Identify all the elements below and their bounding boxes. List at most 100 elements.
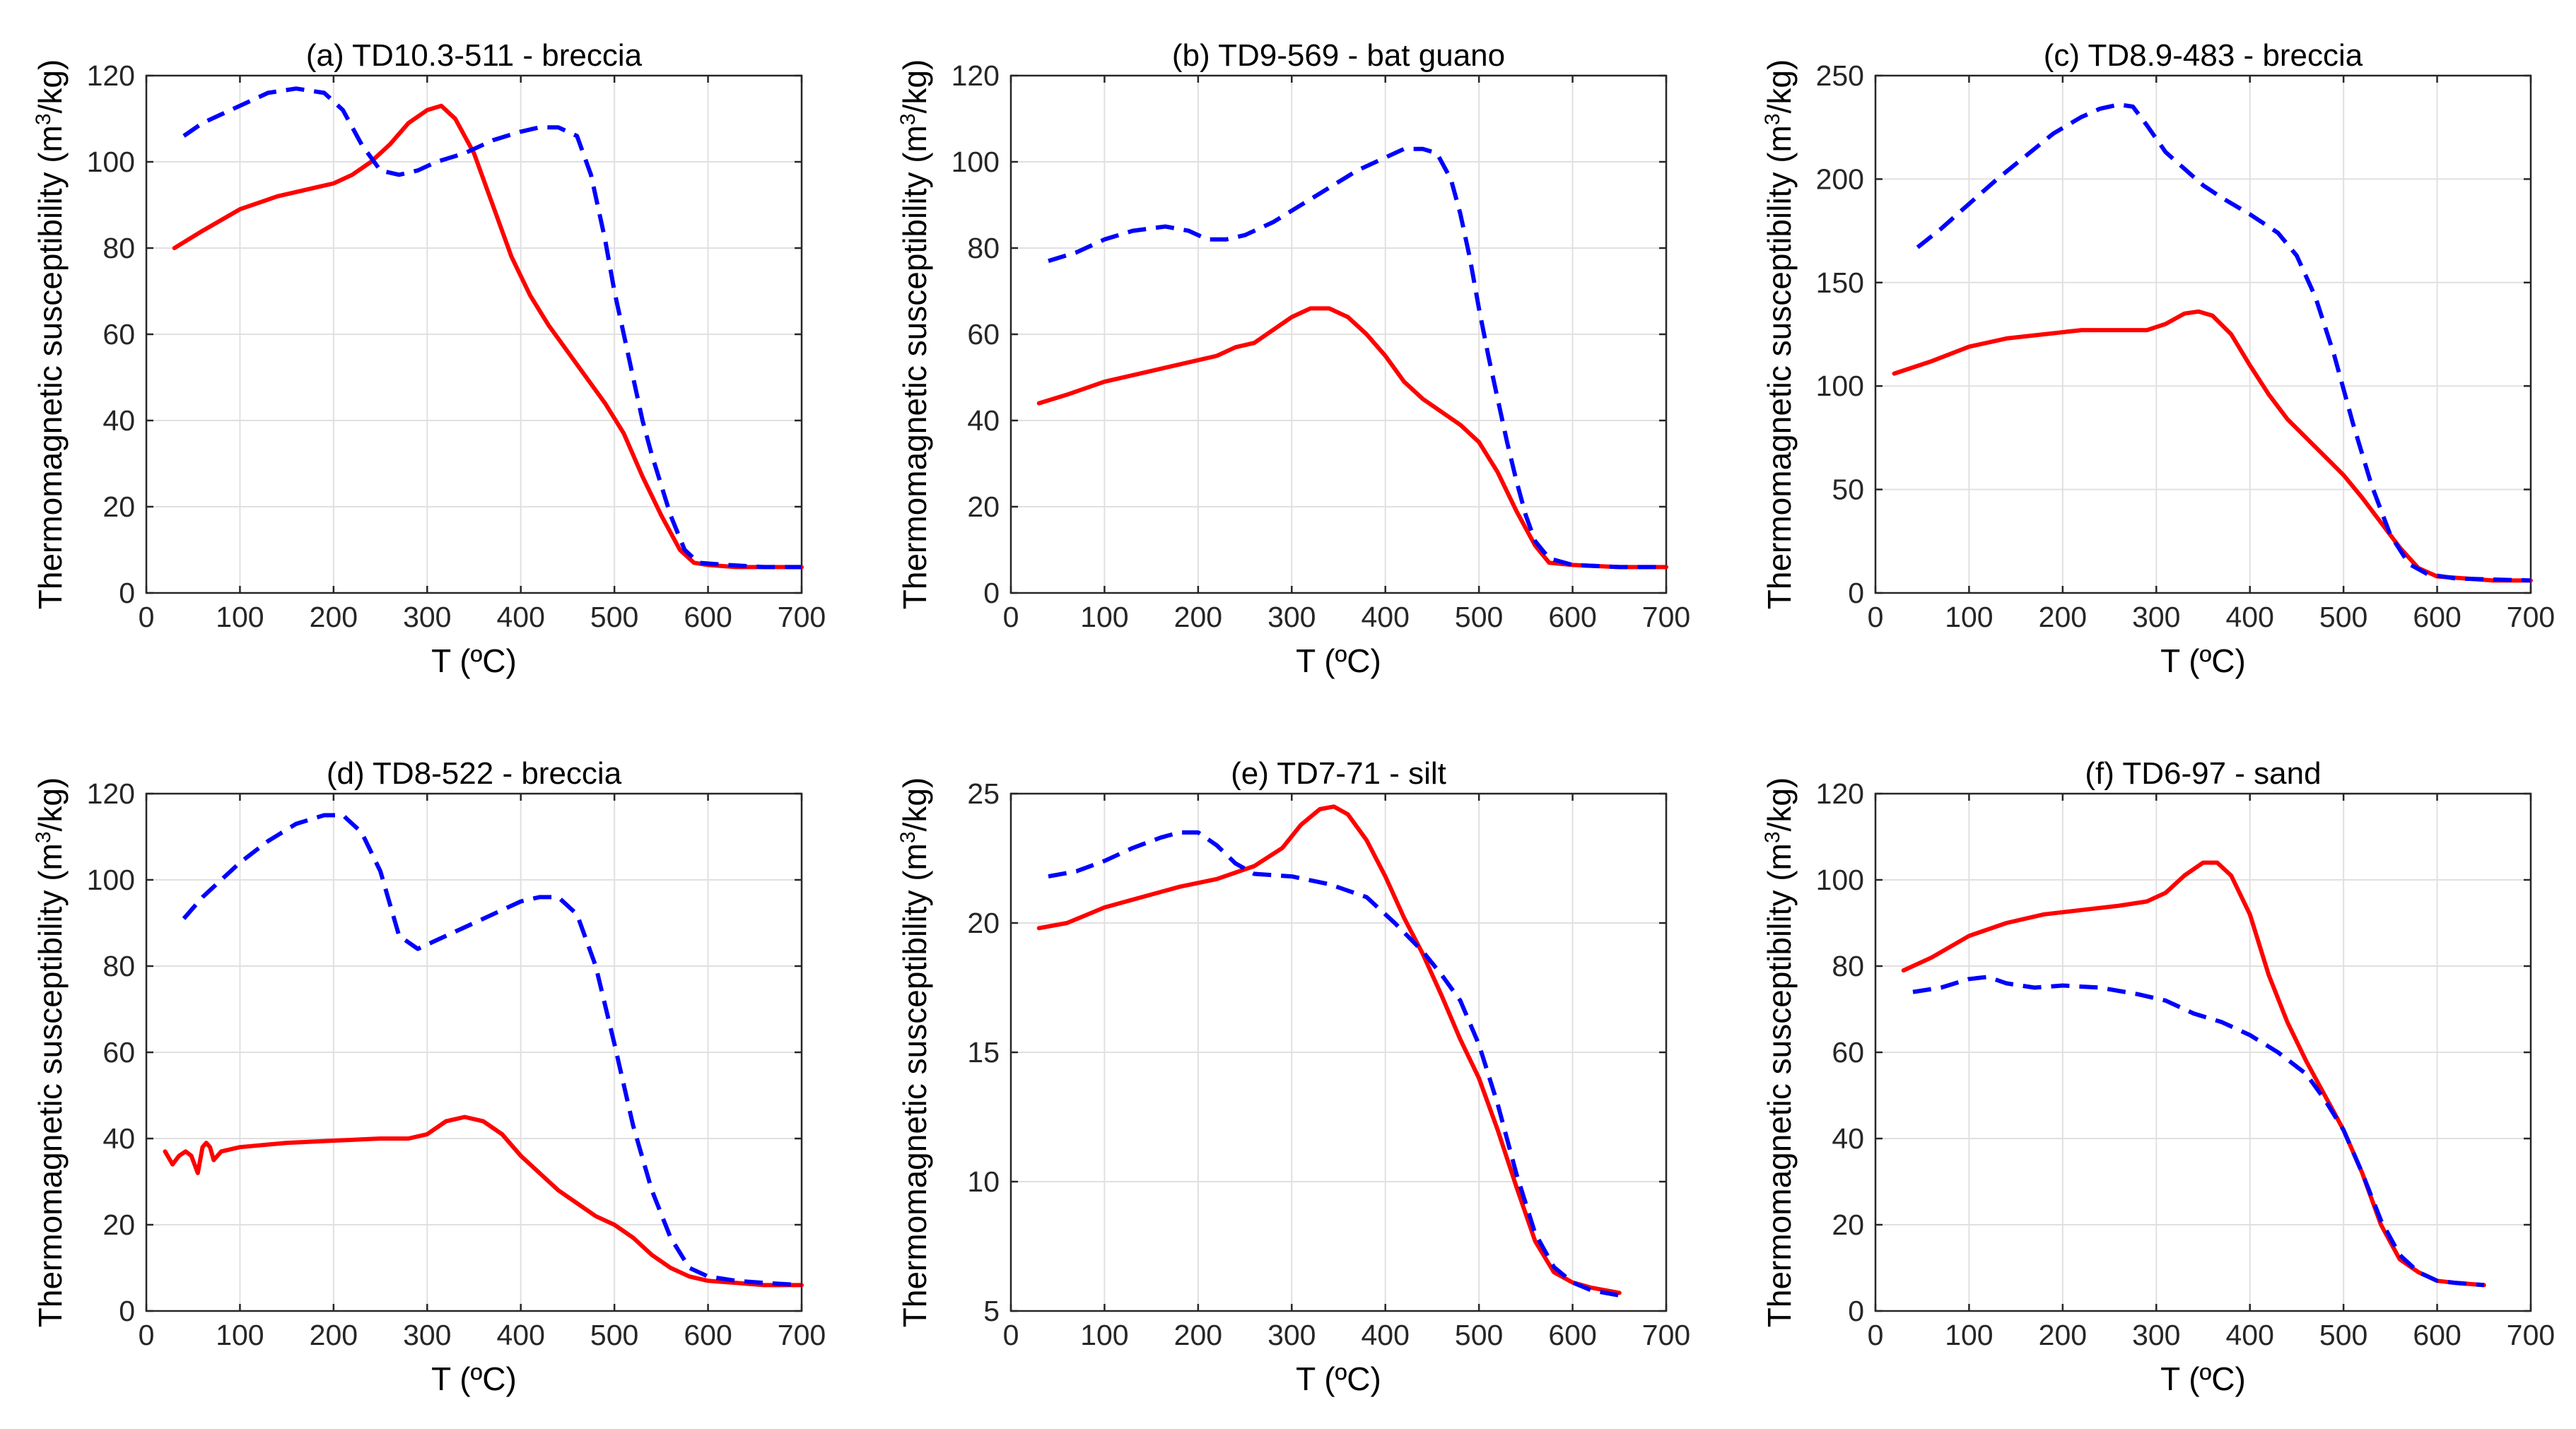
y-tick-label: 20 (103, 1209, 135, 1241)
series-heating-line (172, 103, 804, 570)
x-tick-label: 100 (1945, 1319, 1993, 1351)
x-axis-label: T (ºC) (1296, 1360, 1381, 1397)
chart-panel-c: 0 100 200 300 400 500 600 700 0 50 100 150 200 250 (c)… (1761, 38, 2555, 679)
x-tick-label: 300 (403, 1319, 451, 1351)
y-tick-label: 20 (967, 490, 1000, 523)
x-tick-label: 500 (1455, 1319, 1503, 1351)
x-tick-label: 200 (310, 1319, 358, 1351)
x-axis-label: T (ºC) (431, 1360, 517, 1397)
series-cooling-line (182, 86, 802, 570)
x-axis-label: T (ºC) (2160, 1360, 2246, 1397)
y-tick-label: 60 (103, 318, 135, 351)
series-cooling-line (182, 813, 802, 1288)
x-tick-label: 100 (1945, 601, 1993, 633)
x-tick-label: 600 (2413, 1319, 2461, 1351)
x-tick-label: 500 (590, 1319, 638, 1351)
chart-panel-e: 0 100 200 300 400 500 600 700 5 10 15 20 25 (e) TD7-7… (896, 756, 1690, 1397)
series-heating-line (1901, 860, 2486, 1288)
y-axis-label-superscript: 3 (32, 113, 55, 125)
y-tick-label: 0 (1848, 577, 1864, 609)
x-tick-label: 200 (2039, 1319, 2087, 1351)
x-tick-label: 100 (216, 601, 264, 633)
chart-title: (e) TD7-71 - silt (1231, 756, 1446, 791)
y-tick-label: 0 (1848, 1295, 1864, 1327)
y-tick-label: 80 (967, 232, 1000, 264)
x-tick-label: 700 (778, 601, 826, 633)
y-tick-label: 20 (967, 907, 1000, 939)
y-tick-label: 120 (952, 59, 1000, 92)
y-axis-label-text: Thermomagnetic susceptibility (m (32, 125, 69, 609)
x-tick-label: 600 (1548, 601, 1596, 633)
x-tick-label: 700 (2507, 601, 2555, 633)
y-axis-label-superscript: 3 (896, 113, 920, 125)
y-tick-label: 0 (119, 1295, 135, 1327)
x-tick-label: 300 (2132, 1319, 2180, 1351)
x-tick-label: 700 (1642, 1319, 1690, 1351)
y-tick-label: 200 (1816, 163, 1864, 195)
x-tick-label: 100 (216, 1319, 264, 1351)
y-axis-label: Thermomagnetic susceptibility (m3/kg) (896, 59, 933, 609)
chart-title: (b) TD9-569 - bat guano (1172, 38, 1505, 73)
y-axis-label-superscript: 3 (896, 831, 920, 843)
x-tick-label: 200 (1174, 601, 1222, 633)
y-axis-label-text: Thermomagnetic susceptibility (m (896, 125, 933, 609)
x-tick-label: 300 (1267, 1319, 1316, 1351)
y-tick-label: 60 (967, 318, 1000, 351)
y-tick-label: 120 (87, 59, 135, 92)
x-tick-label: 0 (139, 1319, 155, 1351)
x-tick-label: 400 (497, 601, 545, 633)
chart-panel-f: 0 100 200 300 400 500 600 700 0 20 40 60 80 100 120 (f)… (1761, 756, 2555, 1397)
y-tick-label: 120 (87, 777, 135, 810)
y-tick-label: 15 (967, 1036, 1000, 1069)
y-axis-label: Thermomagnetic susceptibility (m3/kg) (1761, 777, 1798, 1327)
y-tick-label: 40 (967, 404, 1000, 437)
y-tick-label: 100 (87, 864, 135, 896)
y-tick-label: 100 (952, 146, 1000, 178)
x-tick-label: 0 (1868, 601, 1884, 633)
y-tick-label: 5 (983, 1295, 1000, 1327)
x-tick-label: 0 (1003, 1319, 1019, 1351)
y-tick-label: 0 (983, 577, 1000, 609)
y-tick-label: 40 (103, 404, 135, 437)
y-axis-label: Thermomagnetic susceptibility (m3/kg) (32, 777, 69, 1327)
x-tick-label: 200 (1174, 1319, 1222, 1351)
x-axis-label: T (ºC) (1296, 642, 1381, 679)
y-tick-label: 250 (1816, 59, 1864, 92)
y-tick-label: 60 (1832, 1036, 1864, 1069)
x-tick-label: 600 (684, 601, 732, 633)
axes-box (1874, 74, 2532, 594)
x-tick-label: 700 (2507, 1319, 2555, 1351)
series-heating-line (1892, 309, 2533, 583)
x-tick-label: 400 (497, 1319, 545, 1351)
x-tick-label: 400 (1362, 1319, 1410, 1351)
series-heating-line (1036, 804, 1622, 1295)
y-tick-label: 10 (967, 1165, 1000, 1198)
chart-panel-b: 0 100 200 300 400 500 600 700 0 20 40 60 80 100 120 (b)… (896, 38, 1690, 679)
x-tick-label: 0 (1868, 1319, 1884, 1351)
x-tick-label: 300 (1267, 601, 1316, 633)
y-axis-label-text: Thermomagnetic susceptibility (m (32, 843, 69, 1327)
chart-title: (d) TD8-522 - breccia (327, 756, 622, 791)
y-tick-label: 80 (103, 232, 135, 264)
x-axis-label: T (ºC) (431, 642, 517, 679)
y-axis-label-end: /kg) (1761, 59, 1798, 114)
y-tick-label: 20 (103, 490, 135, 523)
series-cooling-line (1916, 102, 2531, 583)
x-tick-label: 500 (590, 601, 638, 633)
y-axis-label-text: Thermomagnetic susceptibility (m (1761, 125, 1798, 609)
x-tick-label: 300 (403, 601, 451, 633)
x-axis-label: T (ºC) (2160, 642, 2246, 679)
x-tick-label: 300 (2132, 601, 2180, 633)
y-tick-label: 120 (1816, 777, 1864, 810)
y-tick-label: 20 (1832, 1209, 1864, 1241)
y-tick-label: 40 (1832, 1122, 1864, 1155)
x-tick-label: 400 (2226, 1319, 2274, 1351)
y-tick-label: 25 (967, 777, 1000, 810)
x-tick-label: 100 (1080, 601, 1128, 633)
x-tick-label: 600 (684, 1319, 732, 1351)
series-cooling-line (1912, 975, 2485, 1288)
y-tick-label: 100 (1816, 370, 1864, 402)
y-axis-label-end: /kg) (32, 59, 69, 114)
chart-panel-d: 0 100 200 300 400 500 600 700 0 20 40 60 80 100 120 (d)… (32, 756, 826, 1397)
